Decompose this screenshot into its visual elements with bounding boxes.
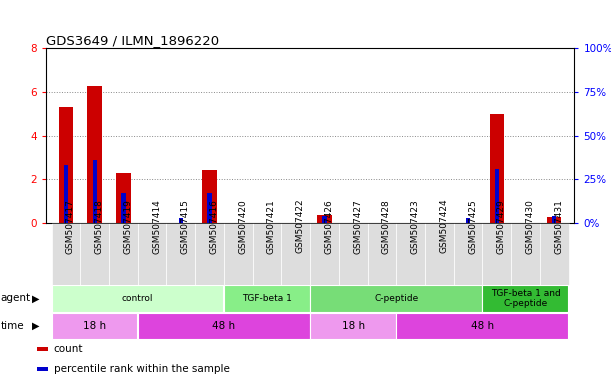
Bar (87, 86, 102, 223)
Bar (59, 108, 73, 223)
Text: GSM507414: GSM507414 (152, 199, 161, 253)
Bar (37, 367, 48, 371)
Bar (310, 223, 339, 285)
Bar (322, 216, 327, 223)
Text: ▶: ▶ (32, 293, 39, 303)
Text: control: control (122, 294, 153, 303)
Text: GSM507419: GSM507419 (123, 199, 133, 253)
Text: GSM507415: GSM507415 (181, 199, 190, 253)
Bar (310, 313, 396, 339)
Text: GSM507430: GSM507430 (525, 199, 535, 253)
Bar (80, 223, 109, 285)
Text: GSM507417: GSM507417 (66, 199, 75, 253)
Bar (224, 285, 310, 312)
Bar (483, 223, 511, 285)
Bar (511, 223, 540, 285)
Text: GSM507421: GSM507421 (267, 199, 276, 253)
Text: agent: agent (1, 293, 31, 303)
Bar (195, 223, 224, 285)
Bar (483, 285, 568, 312)
Text: GSM507416: GSM507416 (210, 199, 219, 253)
Text: 48 h: 48 h (213, 321, 235, 331)
Text: TGF-beta 1: TGF-beta 1 (242, 294, 292, 303)
Bar (109, 223, 137, 285)
Text: GSM507428: GSM507428 (382, 199, 391, 253)
Bar (317, 215, 332, 223)
Bar (207, 194, 211, 223)
Text: GSM507429: GSM507429 (497, 199, 506, 253)
Text: GSM507422: GSM507422 (296, 199, 305, 253)
Bar (178, 218, 183, 223)
Text: ▶: ▶ (32, 321, 39, 331)
Text: count: count (54, 344, 83, 354)
Text: GSM507424: GSM507424 (439, 199, 448, 253)
Bar (489, 114, 504, 223)
Text: 48 h: 48 h (471, 321, 494, 331)
Bar (92, 160, 97, 223)
Text: GSM507420: GSM507420 (238, 199, 247, 253)
Bar (64, 166, 68, 223)
Bar (495, 169, 499, 223)
Bar (51, 313, 137, 339)
Bar (425, 223, 454, 285)
Bar (137, 313, 310, 339)
Bar (466, 218, 470, 223)
Text: GDS3649 / ILMN_1896220: GDS3649 / ILMN_1896220 (46, 34, 219, 47)
Bar (224, 223, 252, 285)
Bar (454, 223, 483, 285)
Bar (310, 285, 482, 312)
Text: 18 h: 18 h (342, 321, 365, 331)
Bar (339, 223, 368, 285)
Bar (121, 194, 125, 223)
Bar (397, 313, 568, 339)
Text: GSM507423: GSM507423 (411, 199, 420, 253)
Bar (37, 347, 48, 351)
Bar (202, 170, 217, 223)
Bar (252, 223, 281, 285)
Bar (137, 223, 166, 285)
Text: percentile rank within the sample: percentile rank within the sample (54, 364, 230, 374)
Bar (397, 223, 425, 285)
Text: GSM507427: GSM507427 (353, 199, 362, 253)
Text: GSM507431: GSM507431 (554, 199, 563, 253)
Bar (281, 223, 310, 285)
Text: 18 h: 18 h (83, 321, 106, 331)
Text: GSM507418: GSM507418 (95, 199, 104, 253)
Text: TGF-beta 1 and
C-peptide: TGF-beta 1 and C-peptide (491, 289, 560, 308)
Bar (116, 173, 131, 223)
Text: time: time (1, 321, 24, 331)
Bar (51, 285, 224, 312)
Bar (547, 217, 562, 223)
Bar (552, 216, 557, 223)
Bar (540, 223, 569, 285)
Bar (368, 223, 397, 285)
Text: C-peptide: C-peptide (374, 294, 419, 303)
Text: GSM507426: GSM507426 (324, 199, 334, 253)
Bar (166, 223, 195, 285)
Text: GSM507425: GSM507425 (468, 199, 477, 253)
Bar (51, 223, 80, 285)
